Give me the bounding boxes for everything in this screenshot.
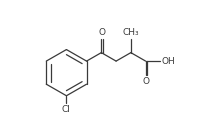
Text: O: O (143, 76, 150, 85)
Text: CH₃: CH₃ (122, 28, 139, 37)
Text: Cl: Cl (62, 105, 71, 114)
Text: OH: OH (161, 57, 175, 66)
Text: O: O (99, 28, 106, 37)
